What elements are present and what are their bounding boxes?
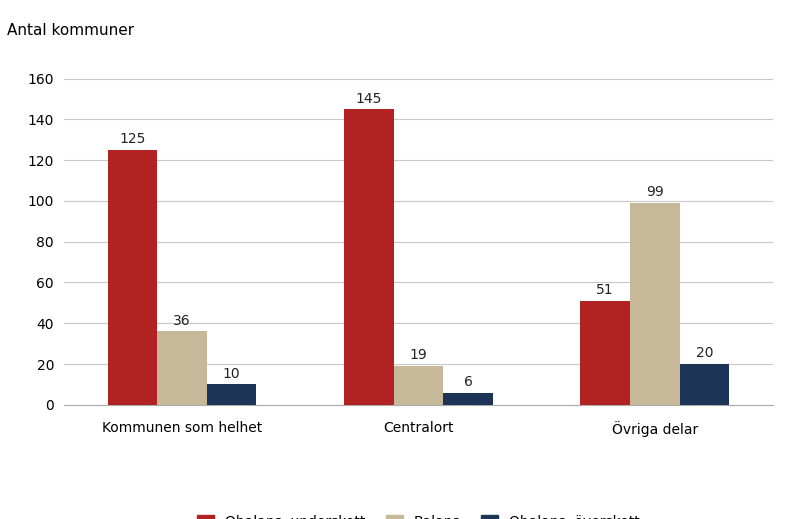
Bar	[443, 392, 493, 405]
Bar	[580, 301, 630, 405]
Text: 20: 20	[696, 346, 713, 360]
Bar	[157, 332, 206, 405]
Text: 51: 51	[596, 283, 614, 297]
Text: 125: 125	[119, 132, 146, 146]
Text: 99: 99	[646, 185, 664, 199]
Text: 145: 145	[355, 91, 382, 105]
Bar	[206, 385, 257, 405]
Bar	[394, 366, 443, 405]
Bar	[344, 109, 394, 405]
Bar	[630, 203, 680, 405]
Text: 36: 36	[173, 314, 190, 328]
Text: 6: 6	[464, 375, 473, 389]
Text: 19: 19	[410, 348, 427, 362]
Bar	[108, 150, 157, 405]
Legend: Obalans, underskott, Balans, Obalans, överskott: Obalans, underskott, Balans, Obalans, öv…	[190, 508, 646, 519]
Text: Antal kommuner: Antal kommuner	[7, 23, 134, 38]
Bar	[680, 364, 729, 405]
Text: 10: 10	[223, 367, 241, 381]
